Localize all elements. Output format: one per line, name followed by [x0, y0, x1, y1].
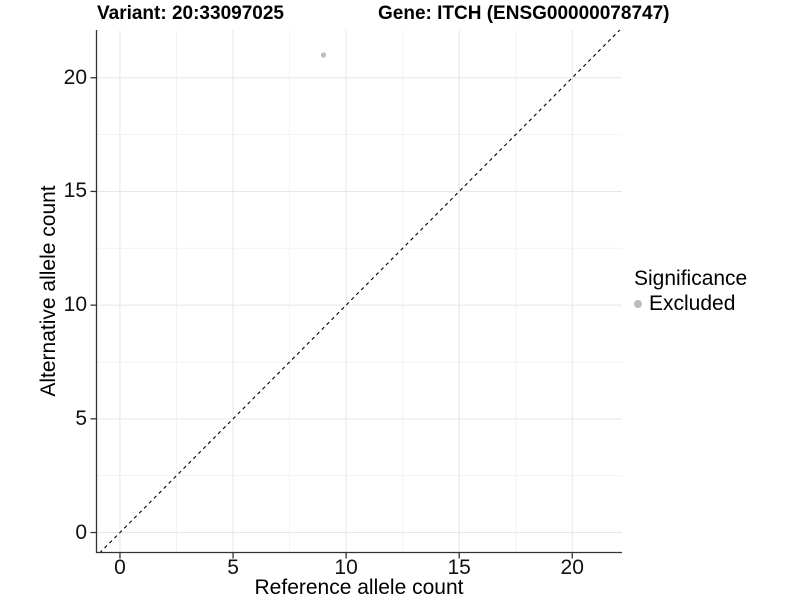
- data-point: [320, 52, 327, 58]
- x-tick-label: 10: [334, 555, 358, 579]
- legend-title: Significance: [634, 267, 748, 290]
- x-tick-label: 20: [560, 555, 584, 579]
- x-tick-label: 5: [227, 555, 239, 579]
- excluded-point-icon: [634, 299, 642, 308]
- y-tick-label: 5: [75, 406, 87, 430]
- legend-entry-excluded: Excluded: [634, 291, 747, 316]
- y-axis-title: Alternative allele count: [37, 185, 60, 397]
- x-tick-label: 0: [114, 555, 126, 579]
- plot-canvas: [90, 29, 622, 559]
- identity-line: [99, 29, 621, 554]
- plot-panel: [90, 29, 622, 559]
- x-axis-title: Reference allele count: [254, 576, 464, 599]
- legend: Significance Excluded: [634, 266, 747, 316]
- x-tick-label: 15: [447, 555, 471, 579]
- legend-entry-label: Excluded: [649, 292, 736, 315]
- y-tick-label: 20: [63, 65, 87, 89]
- y-tick-label: 10: [63, 293, 87, 317]
- y-tick-label: 15: [63, 179, 87, 203]
- y-tick-label: 0: [75, 520, 87, 544]
- gene-title: Gene: ITCH (ENSG00000078747): [378, 3, 670, 24]
- variant-title: Variant: 20:33097025: [97, 3, 284, 24]
